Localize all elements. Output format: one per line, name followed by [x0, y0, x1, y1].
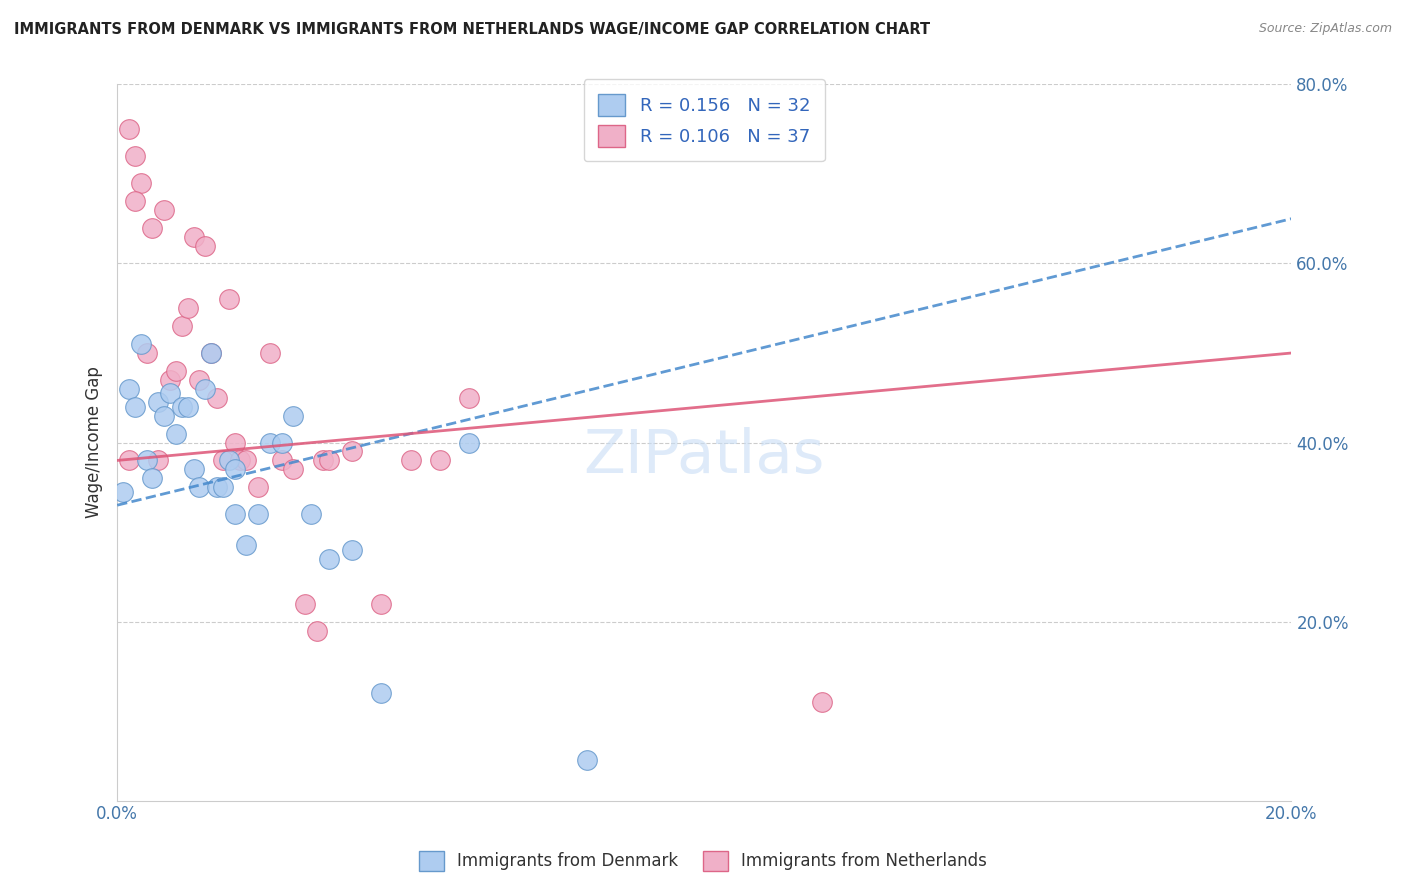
- Point: [200, 346, 222, 360]
- Text: IMMIGRANTS FROM DENMARK VS IMMIGRANTS FROM NETHERLANDS WAGE/INCOME GAP CORRELATI: IMMIGRANTS FROM DENMARK VS IMMIGRANTS FR…: [14, 22, 931, 37]
- Point: [159, 386, 181, 401]
- Point: [399, 453, 422, 467]
- Point: [141, 471, 163, 485]
- Point: [135, 453, 157, 467]
- Point: [259, 346, 281, 360]
- Legend: Immigrants from Denmark, Immigrants from Netherlands: Immigrants from Denmark, Immigrants from…: [411, 842, 995, 880]
- Point: [224, 462, 246, 476]
- Point: [118, 453, 141, 467]
- Point: [458, 435, 481, 450]
- Point: [575, 753, 598, 767]
- Point: [318, 552, 340, 566]
- Point: [229, 453, 252, 467]
- Point: [305, 624, 328, 638]
- Point: [218, 293, 240, 307]
- Point: [188, 373, 211, 387]
- Point: [340, 444, 363, 458]
- Point: [176, 301, 198, 316]
- Point: [200, 346, 222, 360]
- Point: [429, 453, 451, 467]
- Point: [188, 480, 211, 494]
- Point: [205, 480, 228, 494]
- Point: [148, 453, 170, 467]
- Point: [194, 238, 217, 252]
- Point: [224, 435, 246, 450]
- Point: [458, 391, 481, 405]
- Point: [294, 597, 316, 611]
- Y-axis label: Wage/Income Gap: Wage/Income Gap: [86, 367, 103, 518]
- Point: [312, 453, 335, 467]
- Point: [112, 484, 135, 499]
- Point: [183, 229, 205, 244]
- Point: [235, 539, 257, 553]
- Text: ZIPatlas: ZIPatlas: [583, 427, 825, 486]
- Point: [170, 400, 193, 414]
- Point: [153, 409, 176, 423]
- Point: [124, 149, 146, 163]
- Point: [247, 480, 270, 494]
- Point: [118, 382, 141, 396]
- Point: [176, 400, 198, 414]
- Point: [205, 391, 228, 405]
- Point: [340, 543, 363, 558]
- Point: [235, 453, 257, 467]
- Point: [124, 194, 146, 208]
- Point: [224, 507, 246, 521]
- Point: [124, 400, 146, 414]
- Point: [165, 364, 187, 378]
- Legend: R = 0.156   N = 32, R = 0.106   N = 37: R = 0.156 N = 32, R = 0.106 N = 37: [583, 79, 825, 161]
- Point: [129, 337, 152, 351]
- Point: [218, 453, 240, 467]
- Point: [165, 426, 187, 441]
- Point: [159, 373, 181, 387]
- Point: [270, 453, 292, 467]
- Point: [259, 435, 281, 450]
- Point: [141, 220, 163, 235]
- Point: [247, 507, 270, 521]
- Point: [283, 462, 305, 476]
- Point: [270, 435, 292, 450]
- Point: [135, 346, 157, 360]
- Point: [318, 453, 340, 467]
- Point: [283, 409, 305, 423]
- Point: [212, 453, 235, 467]
- Point: [370, 597, 392, 611]
- Point: [194, 382, 217, 396]
- Point: [148, 395, 170, 409]
- Point: [299, 507, 322, 521]
- Point: [810, 695, 832, 709]
- Point: [183, 462, 205, 476]
- Point: [170, 319, 193, 334]
- Point: [153, 202, 176, 217]
- Point: [129, 176, 152, 190]
- Point: [370, 686, 392, 700]
- Point: [212, 480, 235, 494]
- Point: [118, 122, 141, 136]
- Text: Source: ZipAtlas.com: Source: ZipAtlas.com: [1258, 22, 1392, 36]
